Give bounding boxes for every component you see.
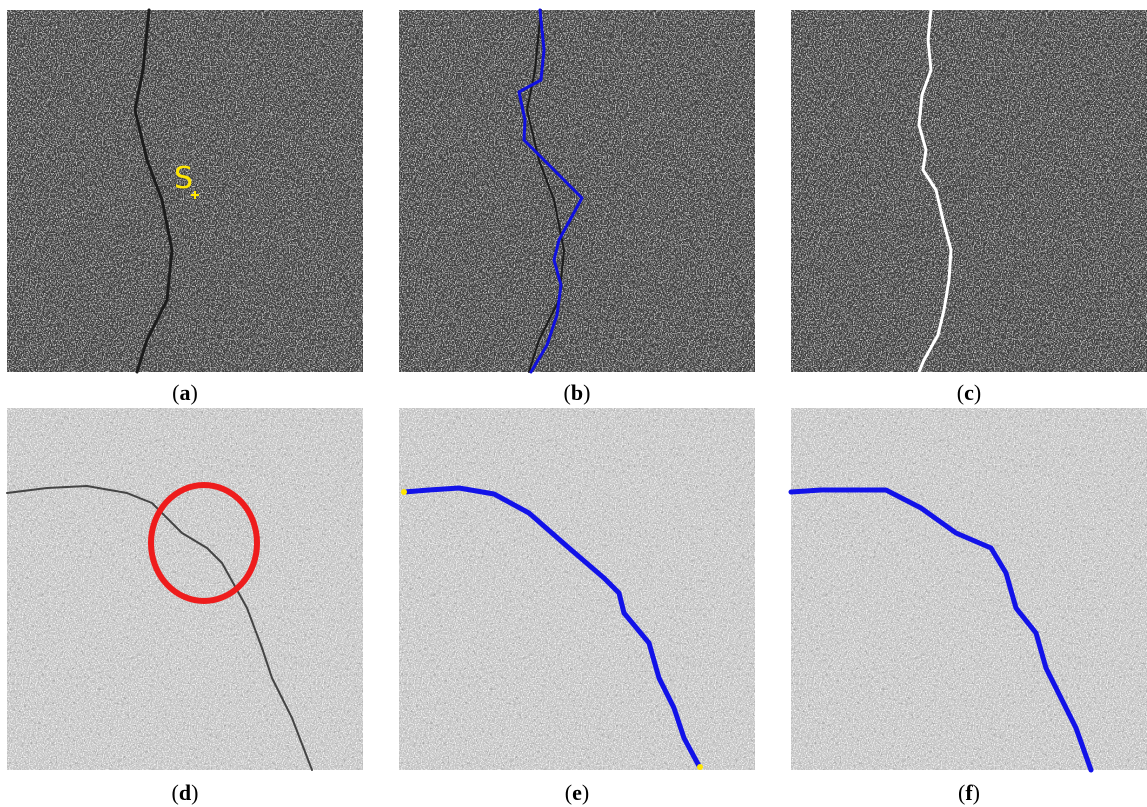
panel-label: (f) bbox=[958, 780, 980, 805]
panel-c bbox=[791, 8, 1147, 374]
label-part: ) bbox=[191, 780, 198, 805]
label-part: c bbox=[964, 380, 974, 405]
panel-label: (e) bbox=[565, 780, 589, 805]
label-part: ( bbox=[172, 780, 179, 805]
label-part: ) bbox=[583, 380, 590, 405]
label-part: e bbox=[572, 780, 582, 805]
panel-label: (c) bbox=[957, 380, 981, 405]
panel-label: (a) bbox=[172, 380, 198, 405]
label-part: ( bbox=[564, 380, 571, 405]
panel-label: (d) bbox=[172, 780, 199, 805]
panel-a: S bbox=[7, 8, 363, 374]
label-part: f bbox=[965, 780, 973, 805]
label-part: ( bbox=[957, 380, 964, 405]
label-part: ) bbox=[582, 780, 589, 805]
label-part: ) bbox=[973, 780, 980, 805]
panel-b bbox=[399, 8, 755, 374]
label-part: a bbox=[180, 380, 191, 405]
panel-e bbox=[399, 408, 755, 770]
label-part: ( bbox=[565, 780, 572, 805]
panel-f bbox=[788, 408, 1147, 773]
label-part: d bbox=[179, 780, 191, 805]
panel-d bbox=[6, 408, 363, 771]
seed-label: S bbox=[174, 161, 193, 196]
label-part: ) bbox=[974, 380, 981, 405]
label-part: ) bbox=[191, 380, 198, 405]
label-part: b bbox=[571, 380, 583, 405]
panel-label: (b) bbox=[564, 380, 591, 405]
label-part: ( bbox=[958, 780, 965, 805]
label-part: ( bbox=[172, 380, 179, 405]
